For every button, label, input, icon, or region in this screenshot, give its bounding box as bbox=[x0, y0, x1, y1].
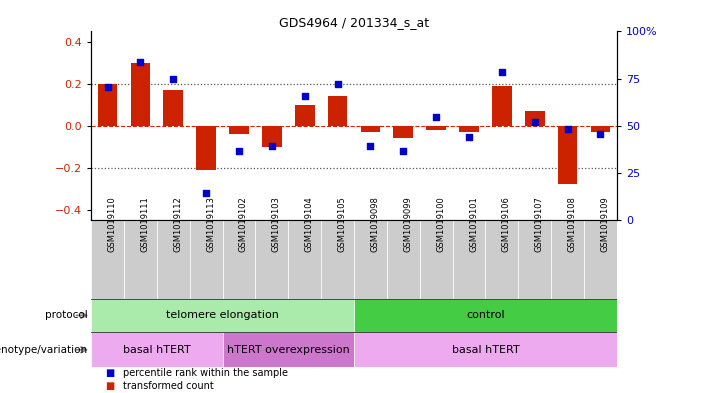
Point bbox=[200, 190, 212, 196]
Text: genotype/variation: genotype/variation bbox=[0, 345, 88, 355]
Bar bbox=[393, 126, 413, 138]
Text: GSM1019102: GSM1019102 bbox=[239, 196, 248, 252]
Point bbox=[562, 126, 573, 132]
Point bbox=[529, 119, 540, 125]
Point bbox=[496, 69, 508, 75]
Point bbox=[102, 84, 113, 90]
Text: control: control bbox=[466, 310, 505, 320]
Bar bbox=[157, 220, 190, 299]
Bar bbox=[223, 332, 354, 367]
Point bbox=[595, 131, 606, 137]
Text: transformed count: transformed count bbox=[123, 381, 213, 391]
Point bbox=[135, 59, 146, 65]
Text: GSM1019105: GSM1019105 bbox=[338, 196, 346, 252]
Bar bbox=[91, 220, 124, 299]
Bar bbox=[321, 220, 354, 299]
Point bbox=[233, 148, 245, 154]
Text: basal hTERT: basal hTERT bbox=[451, 345, 519, 355]
Bar bbox=[360, 126, 381, 132]
Text: GSM1019104: GSM1019104 bbox=[305, 196, 314, 252]
Text: ■: ■ bbox=[105, 369, 114, 378]
Text: GSM1019106: GSM1019106 bbox=[502, 196, 511, 252]
Bar bbox=[551, 220, 584, 299]
Text: GSM1019112: GSM1019112 bbox=[173, 196, 182, 252]
Text: ■: ■ bbox=[105, 381, 114, 391]
Text: telomere elongation: telomere elongation bbox=[166, 310, 279, 320]
Bar bbox=[354, 220, 387, 299]
Point bbox=[463, 134, 475, 141]
Bar bbox=[459, 126, 479, 132]
Point bbox=[430, 114, 442, 121]
Bar bbox=[255, 220, 288, 299]
Bar bbox=[288, 220, 321, 299]
Text: GSM1019099: GSM1019099 bbox=[403, 196, 412, 252]
Bar bbox=[295, 105, 315, 126]
Text: GSM1019110: GSM1019110 bbox=[107, 196, 116, 252]
Bar bbox=[262, 126, 282, 147]
Bar bbox=[453, 220, 485, 299]
Bar bbox=[485, 220, 518, 299]
Bar bbox=[387, 220, 420, 299]
Point bbox=[365, 143, 376, 149]
Bar bbox=[492, 86, 512, 126]
Bar bbox=[163, 90, 183, 126]
Text: GSM1019100: GSM1019100 bbox=[436, 196, 445, 252]
Point bbox=[266, 143, 278, 149]
Title: GDS4964 / 201334_s_at: GDS4964 / 201334_s_at bbox=[279, 16, 429, 29]
Text: GSM1019108: GSM1019108 bbox=[568, 196, 577, 252]
Text: hTERT overexpression: hTERT overexpression bbox=[227, 345, 350, 355]
Text: basal hTERT: basal hTERT bbox=[123, 345, 191, 355]
Bar bbox=[420, 220, 453, 299]
Bar bbox=[97, 84, 118, 126]
Bar bbox=[426, 126, 446, 130]
Bar bbox=[584, 220, 617, 299]
Text: GSM1019111: GSM1019111 bbox=[140, 196, 149, 252]
Bar bbox=[91, 332, 223, 367]
Text: protocol: protocol bbox=[45, 310, 88, 320]
Bar bbox=[196, 126, 216, 170]
Text: GSM1019103: GSM1019103 bbox=[272, 196, 281, 252]
Point bbox=[168, 76, 179, 82]
Point bbox=[332, 81, 343, 87]
Bar bbox=[525, 111, 545, 126]
Bar bbox=[518, 220, 551, 299]
Point bbox=[299, 92, 311, 99]
Text: GSM1019098: GSM1019098 bbox=[370, 196, 379, 252]
Bar bbox=[590, 126, 611, 132]
Bar bbox=[130, 63, 150, 126]
Bar bbox=[91, 299, 354, 332]
Text: GSM1019109: GSM1019109 bbox=[601, 196, 609, 252]
Text: GSM1019113: GSM1019113 bbox=[206, 196, 215, 252]
Text: percentile rank within the sample: percentile rank within the sample bbox=[123, 369, 287, 378]
Bar bbox=[558, 126, 578, 184]
Bar bbox=[229, 126, 249, 134]
Text: GSM1019101: GSM1019101 bbox=[469, 196, 478, 252]
Point bbox=[397, 148, 409, 154]
Bar bbox=[124, 220, 157, 299]
Bar bbox=[328, 96, 348, 126]
Bar bbox=[223, 220, 255, 299]
Text: GSM1019107: GSM1019107 bbox=[535, 196, 544, 252]
Bar bbox=[354, 332, 617, 367]
Bar bbox=[190, 220, 223, 299]
Bar bbox=[354, 299, 617, 332]
